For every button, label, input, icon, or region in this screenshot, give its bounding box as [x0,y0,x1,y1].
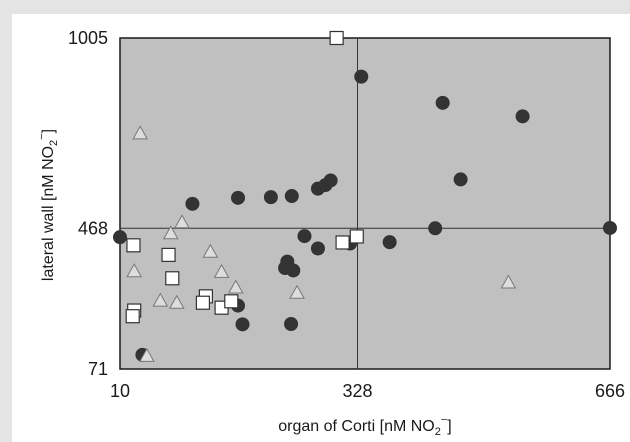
circle-point [185,196,200,211]
square-point [329,30,344,46]
triangle-point [168,294,185,309]
x-tick-label: 10 [110,381,130,401]
circle-point [113,230,127,245]
circle-point [515,109,530,124]
circle-point [603,220,617,235]
square-point [195,295,211,310]
circle-point [382,235,397,250]
square-point [126,238,141,253]
triangle-point [162,225,179,240]
square-point [335,235,350,250]
triangle-point [174,214,190,229]
circle-point [235,317,250,332]
circle-point [297,229,312,244]
x-axis-label: organ of Corti [nM NO2−] [278,414,452,438]
circle-point [453,172,468,187]
triangle-point [227,279,244,294]
x-tick-label: 328 [343,381,373,401]
figure-border-top [0,0,630,14]
circle-point [354,69,369,84]
square-point [349,229,364,244]
y-tick-label: 468 [78,218,108,238]
circle-point [323,173,338,188]
circle-point [280,254,295,269]
y-tick-label: 1005 [68,28,108,48]
y-tick-label: 71 [88,359,108,379]
square-point [125,309,140,324]
triangle-point [139,347,155,362]
triangle-point [289,284,305,299]
circle-point [231,190,246,205]
figure-border-left [0,0,12,442]
circle-point [435,95,450,110]
circle-point [263,190,278,205]
triangle-point [213,263,230,278]
square-point [161,247,176,262]
plot-area [119,37,611,370]
triangle-point [152,292,169,307]
triangle-point [126,263,143,278]
triangle-point [202,243,219,258]
circle-point [284,189,299,204]
circle-point [428,221,443,236]
x-tick-label: 666 [595,381,625,401]
triangle-point [500,274,517,289]
square-point [224,294,239,309]
triangle-point [132,125,149,140]
circle-point [284,316,299,331]
y-axis-label: lateral wall [nM NO2−] [36,129,60,281]
circle-point [310,241,325,256]
square-point [165,271,180,286]
